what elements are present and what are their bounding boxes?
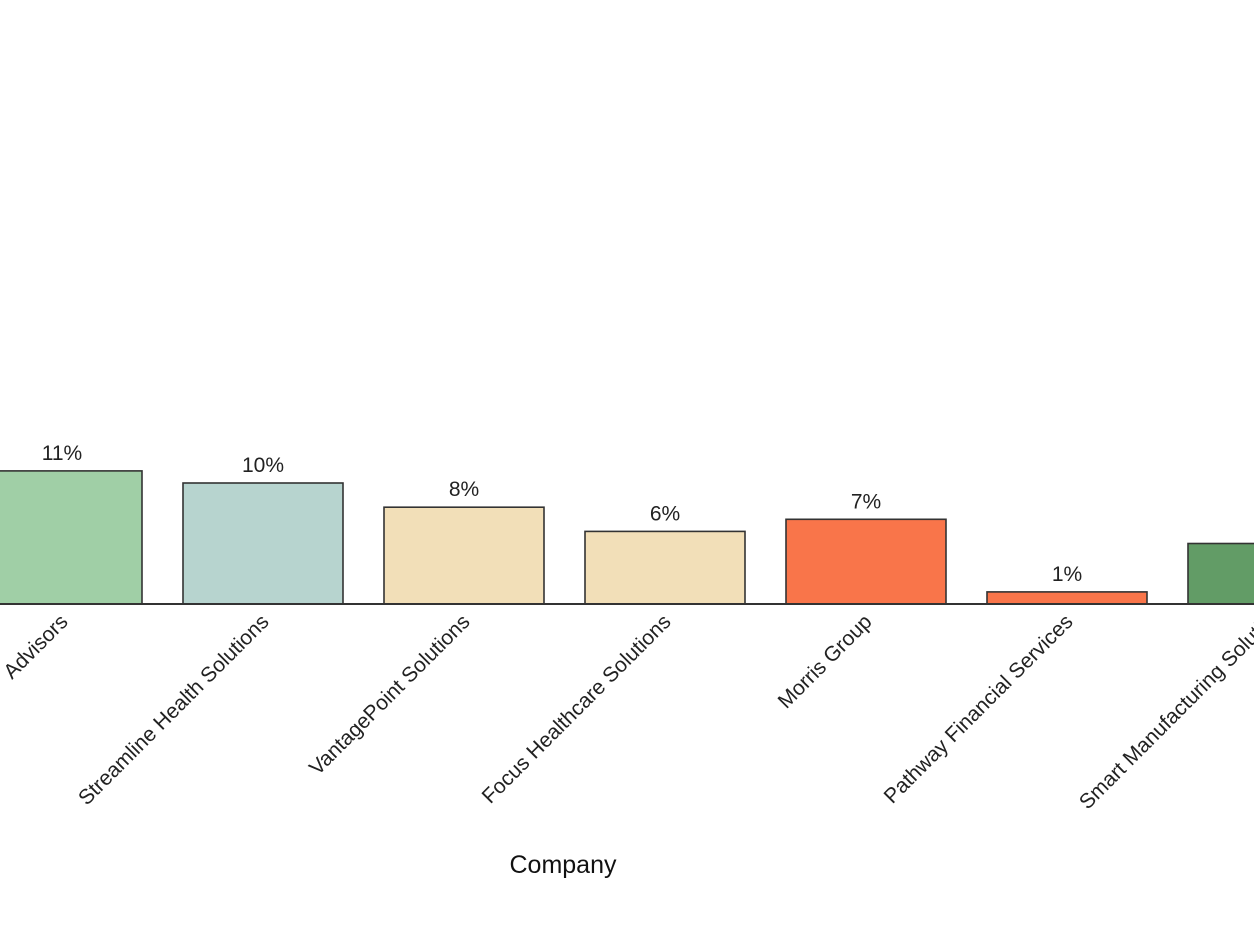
bar-6 [986,591,1148,605]
x-tick-label-7: Smart Manufacturing Solutio [1075,610,1254,814]
bar-3 [383,506,545,605]
bar-2 [182,482,344,605]
bar-5 [785,518,947,605]
bar-7 [1187,542,1254,605]
bar-value-label-3: 8% [449,478,479,501]
value-labels: 11%10%8%6%7%1%5 [42,442,1082,586]
bar-4 [584,530,746,605]
x-tick-label-1: Advisors [0,610,73,683]
x-tick-label-5: Morris Group [774,610,877,713]
bar-value-label-1: 11% [42,442,82,465]
x-tick-label-6: Pathway Financial Services [880,610,1078,808]
x-tick-label-3: VantagePoint Solutions [305,610,475,780]
bar-value-label-6: 1% [1052,563,1082,586]
bar-value-label-4: 6% [650,502,680,525]
bar-value-label-2: 10% [242,454,284,477]
x-tick-labels: Advisors Streamline Health Solutions Vanta… [0,610,1254,814]
bar-value-label-5: 7% [851,490,881,513]
x-tick-label-2: Streamline Health Solutions [74,610,274,810]
x-axis-title: Company [510,851,617,879]
x-tick-label-4: Focus Healthcare Solutions [478,610,676,808]
bar-1 [0,470,143,605]
